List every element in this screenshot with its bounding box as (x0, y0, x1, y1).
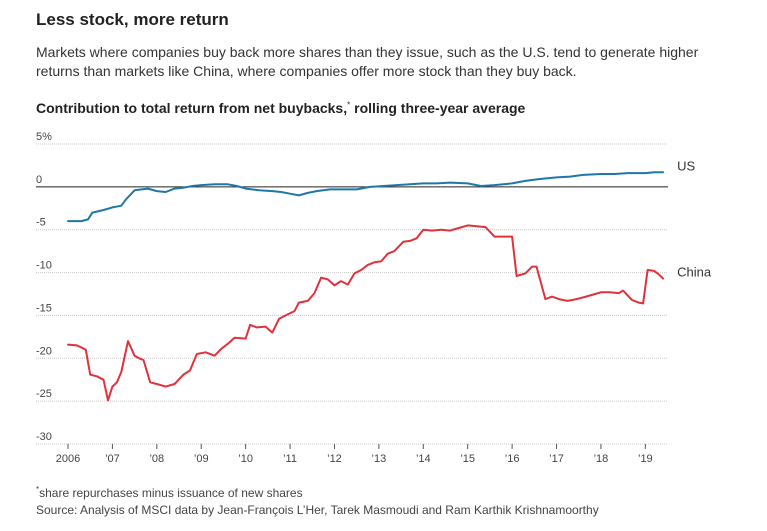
footnote: *share repurchases minus issuance of new… (36, 485, 303, 500)
source-note: Source: Analysis of MSCI data by Jean-Fr… (36, 503, 599, 517)
footnote-text: share repurchases minus issuance of new … (39, 486, 303, 500)
x-tick-label: ’19 (638, 453, 653, 465)
series-line-us (67, 171, 665, 223)
x-tick-label: ’14 (416, 453, 431, 465)
chart-title-footnote-marker: * (347, 100, 351, 110)
y-tick-label: -30 (36, 431, 52, 443)
headline: Less stock, more return (36, 10, 229, 29)
x-tick-label: ’11 (283, 453, 297, 465)
series-lines (67, 171, 665, 402)
series-line-china (67, 224, 665, 402)
gridlines (36, 143, 668, 445)
subheadline: Markets where companies buy back more sh… (36, 44, 699, 79)
y-tick-label: -5 (36, 217, 46, 229)
x-tick-label: ’10 (238, 453, 253, 465)
x-tick-label: ’07 (105, 453, 120, 465)
y-tick-label: -15 (36, 302, 52, 314)
series-labels: US China (677, 158, 712, 279)
x-tick-label: ’12 (327, 453, 342, 465)
y-tick-label: -10 (36, 260, 52, 272)
x-tick-label: ’15 (460, 453, 475, 465)
x-tick-label: ’17 (549, 453, 564, 465)
y-tick-label: 0 (36, 174, 42, 186)
y-tick-label: 5% (36, 131, 52, 143)
x-tick-label: ’08 (149, 453, 164, 465)
series-label-us: US (677, 158, 695, 173)
x-tick-label: ’16 (505, 453, 520, 465)
footnote-marker: * (36, 485, 40, 494)
chart-title-text: Contribution to total return from net bu… (36, 100, 348, 116)
y-tick-label: -20 (36, 345, 52, 357)
x-tick-label: 2006 (56, 453, 80, 465)
chart-title-suffix: rolling three-year average (350, 100, 526, 116)
series-label-china: China (677, 265, 712, 280)
x-tick-label: ’13 (372, 453, 387, 465)
x-axis-ticks: 2006 ’07 ’08 ’09 ’10 ’11 ’12 ’13 ’14 ’15 ’16 ’17 ’18… (56, 444, 653, 465)
x-tick-label: ’09 (194, 453, 209, 465)
y-axis-ticks: 5% 0 -5 -10 -15 -20 -25 -30 (36, 131, 52, 443)
y-tick-label: -25 (36, 388, 52, 400)
x-tick-label: ’18 (594, 453, 609, 465)
chart-title: Contribution to total return from net bu… (36, 100, 525, 116)
